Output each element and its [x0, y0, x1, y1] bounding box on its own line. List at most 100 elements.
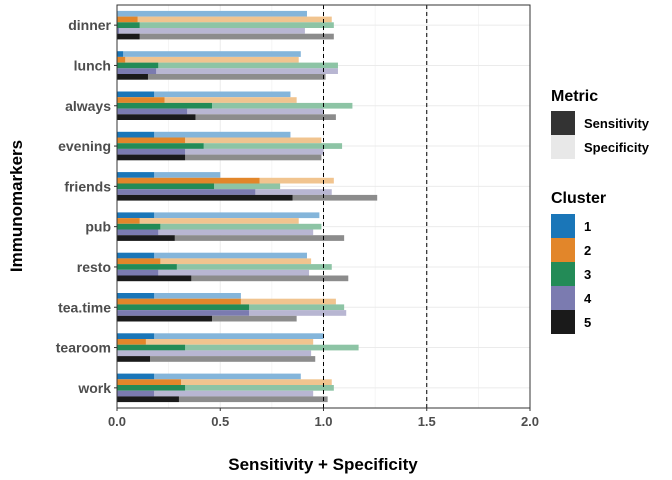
- y-tick-label-tearoom: tearoom: [56, 340, 111, 356]
- bar-specificity-tea.time-cluster-5: [211, 315, 297, 322]
- bar-sensitivity-tearoom-cluster-5: [117, 356, 151, 362]
- bar-specificity-friends-cluster-5: [292, 194, 378, 201]
- bar-specificity-pub-cluster-2: [139, 218, 299, 224]
- bar-specificity-work-cluster-5: [178, 396, 328, 403]
- bar-specificity-always-cluster-2: [164, 97, 297, 103]
- legend-label-specificity: Specificity: [584, 140, 650, 155]
- bar-sensitivity-work-cluster-1: [117, 373, 155, 380]
- legend-swatch-cluster-5: [551, 310, 575, 334]
- bar-specificity-work-cluster-4: [154, 390, 314, 397]
- y-tick-label-resto: resto: [77, 259, 111, 275]
- bar-sensitivity-tea.time-cluster-3: [117, 304, 250, 311]
- bar-sensitivity-evening-cluster-2: [117, 137, 186, 144]
- bar-sensitivity-evening-cluster-3: [117, 143, 204, 149]
- bar-sensitivity-resto-cluster-5: [117, 275, 192, 282]
- bar-specificity-work-cluster-3: [185, 385, 334, 391]
- bar-sensitivity-lunch-cluster-4: [117, 68, 157, 74]
- bar-specificity-resto-cluster-5: [191, 275, 349, 282]
- bar-specificity-friends-cluster-4: [255, 189, 332, 195]
- bar-specificity-always-cluster-5: [195, 114, 336, 120]
- x-tick-labels: 0.0 0.5 1.0 1.5 2.0: [108, 408, 539, 429]
- bar-sensitivity-tea.time-cluster-2: [117, 298, 241, 305]
- y-tick-label-pub: pub: [85, 219, 111, 235]
- x-axis-title: Sensitivity + Specificity: [228, 455, 418, 474]
- bar-sensitivity-lunch-cluster-3: [117, 62, 159, 69]
- bar-sensitivity-lunch-cluster-5: [117, 74, 148, 80]
- bar-sensitivity-always-cluster-3: [117, 102, 212, 109]
- bar-sensitivity-pub-cluster-5: [117, 235, 175, 241]
- legend-metric: Metric Sensitivity Specificity: [551, 88, 650, 159]
- bar-sensitivity-evening-cluster-5: [117, 154, 186, 161]
- bar-sensitivity-friends-cluster-4: [117, 189, 256, 195]
- bar-specificity-resto-cluster-3: [176, 264, 332, 270]
- x-tick-label: 2.0: [521, 414, 539, 429]
- x-tick-label: 1.0: [314, 414, 332, 429]
- legend-swatch-cluster-4: [551, 286, 575, 310]
- bar-specificity-tearoom-cluster-2: [145, 339, 314, 345]
- bar-sensitivity-work-cluster-5: [117, 396, 179, 403]
- legend-swatch-cluster-1: [551, 214, 575, 238]
- bar-sensitivity-dinner-cluster-2: [117, 16, 138, 23]
- bar-sensitivity-dinner-cluster-3: [117, 22, 140, 28]
- bar-specificity-tearoom-cluster-3: [185, 344, 359, 351]
- bar-sensitivity-dinner-cluster-5: [117, 33, 140, 40]
- bar-specificity-pub-cluster-1: [154, 212, 320, 219]
- bar-sensitivity-tearoom-cluster-3: [117, 344, 186, 351]
- legend-cluster: Cluster 1 2 3 4 5: [551, 190, 606, 334]
- bar-specificity-tearoom-cluster-4: [117, 350, 312, 357]
- bar-specificity-friends-cluster-1: [154, 172, 221, 178]
- bar-specificity-tea.time-cluster-1: [154, 293, 241, 299]
- bar-specificity-pub-cluster-5: [174, 235, 345, 241]
- bar-specificity-lunch-cluster-3: [158, 62, 338, 69]
- x-tick-label: 0.0: [108, 414, 126, 429]
- bar-sensitivity-friends-cluster-1: [117, 172, 155, 178]
- legend-label-cluster-2: 2: [584, 243, 591, 258]
- legend-label-cluster-3: 3: [584, 267, 591, 282]
- bar-specificity-tea.time-cluster-3: [249, 304, 345, 311]
- bar-sensitivity-work-cluster-3: [117, 385, 186, 391]
- bar-sensitivity-resto-cluster-4: [117, 269, 159, 276]
- x-tick-label: 0.5: [211, 414, 229, 429]
- bar-specificity-dinner-cluster-4: [119, 28, 305, 34]
- bar-specificity-resto-cluster-1: [154, 252, 307, 259]
- bar-sensitivity-tearoom-cluster-2: [117, 339, 146, 345]
- bar-sensitivity-lunch-cluster-1: [117, 51, 124, 57]
- bar-specificity-evening-cluster-2: [185, 137, 322, 144]
- legend-label-cluster-1: 1: [584, 219, 591, 234]
- bar-sensitivity-tea.time-cluster-4: [117, 310, 250, 316]
- bar-specificity-evening-cluster-1: [154, 131, 291, 138]
- x-tick-label: 1.5: [418, 414, 436, 429]
- bar-specificity-dinner-cluster-2: [137, 16, 332, 23]
- legend-swatch-sensitivity: [551, 111, 575, 135]
- bar-specificity-tea.time-cluster-4: [249, 310, 347, 316]
- bar-sensitivity-work-cluster-2: [117, 379, 182, 385]
- bar-specificity-lunch-cluster-4: [156, 68, 338, 74]
- legend-label-cluster-4: 4: [584, 291, 592, 306]
- bar-sensitivity-resto-cluster-1: [117, 252, 155, 259]
- bar-sensitivity-evening-cluster-4: [117, 148, 186, 155]
- bar-specificity-tearoom-cluster-1: [154, 333, 324, 339]
- bar-specificity-resto-cluster-4: [158, 269, 310, 276]
- bar-sensitivity-always-cluster-5: [117, 114, 196, 120]
- legend-label-sensitivity: Sensitivity: [584, 116, 650, 131]
- bar-sensitivity-friends-cluster-5: [117, 194, 293, 201]
- bar-sensitivity-tea.time-cluster-5: [117, 315, 212, 322]
- y-axis-title: Immunomarkers: [7, 140, 26, 272]
- legend-swatch-cluster-2: [551, 238, 575, 262]
- bar-specificity-friends-cluster-3: [214, 183, 281, 190]
- legend-swatch-cluster-3: [551, 262, 575, 286]
- bar-specificity-tearoom-cluster-5: [150, 356, 316, 362]
- bar-specificity-lunch-cluster-2: [125, 56, 299, 63]
- bar-sensitivity-always-cluster-1: [117, 91, 155, 98]
- bar-specificity-dinner-cluster-3: [139, 22, 334, 28]
- bar-sensitivity-pub-cluster-3: [117, 223, 161, 230]
- y-tick-label-evening: evening: [58, 138, 111, 154]
- bar-sensitivity-pub-cluster-1: [117, 212, 155, 219]
- bar-specificity-evening-cluster-5: [185, 154, 322, 161]
- y-tick-label-lunch: lunch: [74, 57, 111, 73]
- bar-sensitivity-tearoom-cluster-1: [117, 333, 155, 339]
- bar-sensitivity-lunch-cluster-2: [117, 56, 126, 63]
- bar-specificity-evening-cluster-4: [185, 148, 324, 155]
- bar-sensitivity-pub-cluster-2: [117, 218, 140, 224]
